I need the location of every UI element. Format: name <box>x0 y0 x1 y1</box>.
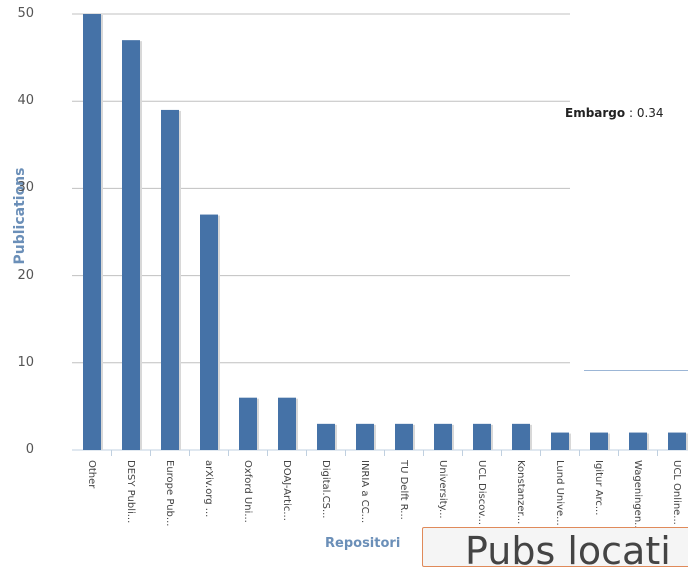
bar[interactable] <box>629 432 647 450</box>
overlay-tooltip: Pubs locati <box>422 527 688 567</box>
bar[interactable] <box>551 432 569 450</box>
x-tick-label: Oxford Uni... <box>242 460 253 523</box>
y-tick-label: 10 <box>17 354 34 370</box>
y-tick-label: 30 <box>17 180 34 196</box>
x-tick-label: TU Delft R... <box>398 460 409 520</box>
bar[interactable] <box>356 423 374 450</box>
bar[interactable] <box>239 397 257 450</box>
x-axis-label: Repositori <box>325 536 401 551</box>
bar[interactable] <box>122 40 140 450</box>
tooltip: Embargo : 0.34 <box>565 106 664 120</box>
tooltip-key: Embargo <box>565 106 626 120</box>
bar[interactable] <box>512 423 530 450</box>
bar[interactable] <box>200 214 218 450</box>
y-tick-label: 50 <box>17 6 34 21</box>
y-tick-label: 0 <box>25 442 34 457</box>
bar[interactable] <box>317 423 335 450</box>
x-tick-label: DESY Publi... <box>125 460 136 524</box>
bar[interactable] <box>473 423 491 450</box>
x-tick-label: Europe Pub... <box>164 460 175 527</box>
bar[interactable] <box>83 14 101 450</box>
bar[interactable] <box>395 423 413 450</box>
y-tick-label: 40 <box>17 93 34 109</box>
bar[interactable] <box>668 432 686 450</box>
x-tick-label: arXiv.org ... <box>203 460 214 518</box>
x-tick-label: DOAJ-Artic... <box>281 460 292 521</box>
bar[interactable] <box>161 109 179 451</box>
tooltip-line <box>584 370 688 371</box>
bar[interactable] <box>590 432 608 450</box>
y-tick-label: 20 <box>17 267 34 283</box>
bar[interactable] <box>434 423 452 450</box>
tooltip-value: : 0.34 <box>625 106 664 120</box>
x-tick-label: Other <box>86 460 97 489</box>
bar[interactable] <box>278 397 296 450</box>
x-tick-label: Digital.CS... <box>320 460 331 519</box>
x-tick-label: INRIA a CC... <box>359 460 370 524</box>
y-axis-label: Publications <box>12 167 28 265</box>
